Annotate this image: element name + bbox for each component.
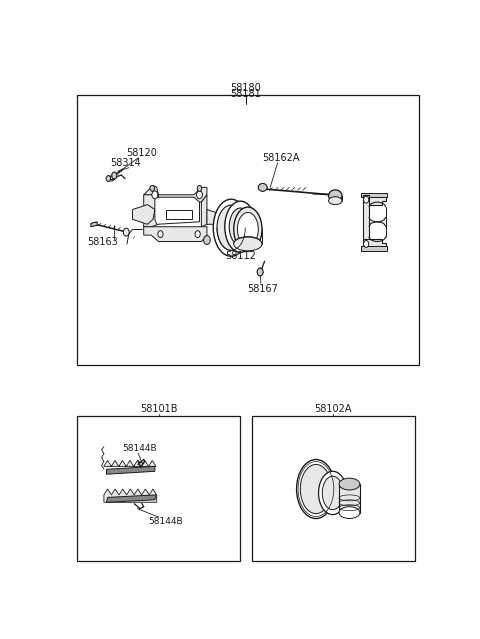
Ellipse shape: [217, 205, 245, 250]
Circle shape: [195, 231, 200, 238]
Text: 58144B: 58144B: [149, 518, 183, 527]
Text: 58120: 58120: [126, 148, 157, 158]
Polygon shape: [144, 227, 207, 242]
Text: 58102A: 58102A: [315, 404, 352, 414]
Circle shape: [112, 172, 117, 179]
Ellipse shape: [225, 201, 256, 252]
Ellipse shape: [213, 199, 249, 256]
Polygon shape: [107, 466, 155, 474]
Ellipse shape: [234, 237, 262, 251]
Circle shape: [204, 236, 210, 245]
Ellipse shape: [322, 476, 343, 510]
Ellipse shape: [238, 213, 258, 246]
Text: 58163: 58163: [87, 236, 118, 247]
Ellipse shape: [329, 190, 342, 202]
Polygon shape: [104, 461, 156, 466]
Ellipse shape: [229, 208, 252, 245]
Polygon shape: [166, 210, 192, 219]
Bar: [77, 95, 419, 364]
Circle shape: [197, 185, 202, 191]
Text: 58162A: 58162A: [263, 153, 300, 163]
Ellipse shape: [329, 197, 342, 204]
Bar: [252, 416, 415, 561]
Circle shape: [363, 196, 369, 203]
Circle shape: [196, 191, 203, 199]
Text: 58101B: 58101B: [140, 404, 177, 414]
Polygon shape: [144, 186, 207, 202]
Circle shape: [257, 268, 263, 276]
Ellipse shape: [300, 465, 332, 514]
Polygon shape: [202, 195, 207, 227]
Text: 58144B: 58144B: [123, 443, 157, 452]
Polygon shape: [361, 193, 387, 197]
Text: 58180: 58180: [230, 82, 262, 93]
Ellipse shape: [258, 183, 267, 191]
Circle shape: [150, 185, 155, 191]
Polygon shape: [107, 495, 156, 502]
Polygon shape: [207, 210, 222, 224]
Circle shape: [123, 228, 129, 236]
Bar: [77, 416, 240, 561]
Circle shape: [152, 191, 158, 199]
Polygon shape: [155, 197, 200, 224]
Text: 58167: 58167: [247, 284, 278, 294]
Ellipse shape: [339, 507, 360, 518]
Text: 58314: 58314: [110, 158, 141, 168]
Ellipse shape: [297, 459, 335, 518]
Polygon shape: [339, 484, 360, 512]
Ellipse shape: [339, 478, 360, 490]
Polygon shape: [361, 247, 387, 251]
Polygon shape: [363, 239, 385, 249]
Polygon shape: [91, 222, 97, 227]
Polygon shape: [363, 195, 369, 249]
Circle shape: [363, 240, 369, 247]
Circle shape: [158, 231, 163, 238]
Ellipse shape: [234, 207, 262, 251]
Ellipse shape: [319, 472, 347, 514]
Text: 58181: 58181: [230, 89, 262, 99]
Text: 58112: 58112: [225, 251, 256, 261]
Polygon shape: [144, 195, 158, 227]
Polygon shape: [363, 195, 385, 204]
Polygon shape: [104, 489, 156, 502]
Circle shape: [106, 176, 110, 181]
Polygon shape: [132, 204, 155, 224]
